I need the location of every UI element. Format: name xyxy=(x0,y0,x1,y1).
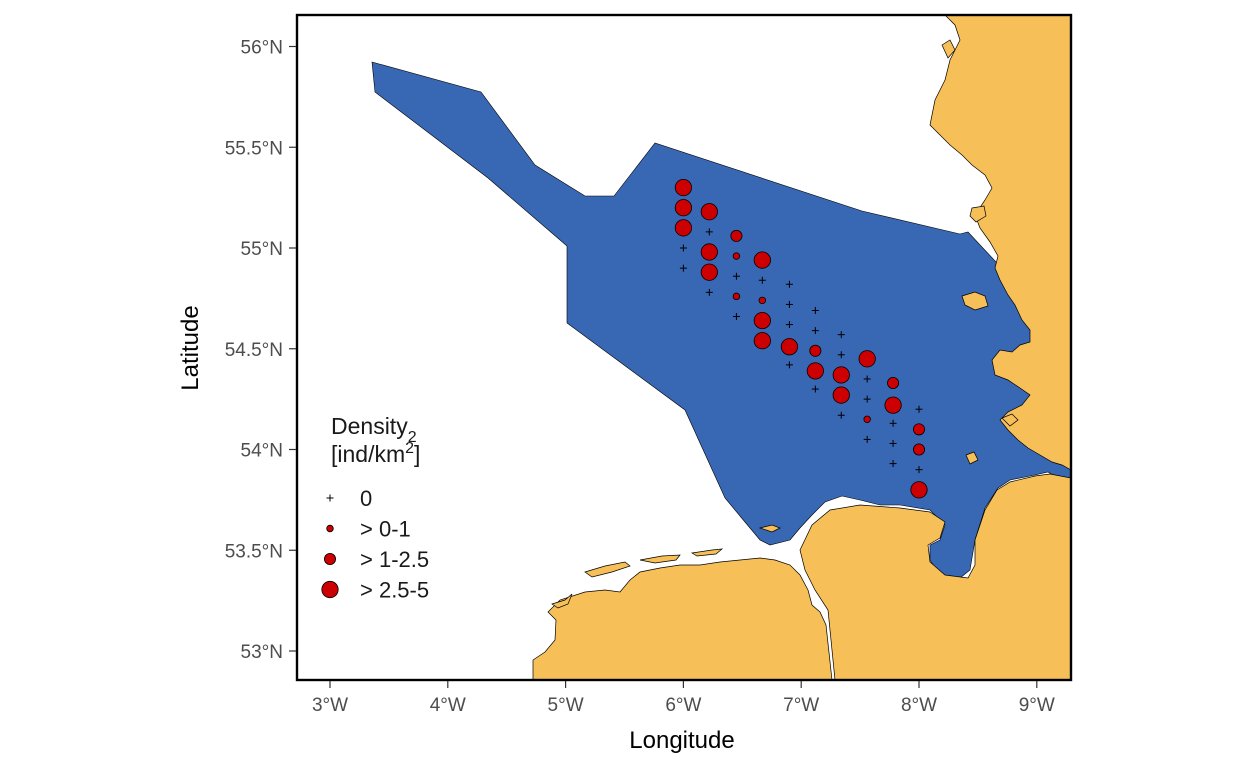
x-tick-label: 8°W xyxy=(901,695,937,716)
y-tick-label: 53°N xyxy=(241,642,283,663)
density-point-high xyxy=(780,338,799,356)
density-point-zero xyxy=(915,405,923,413)
island-10 xyxy=(965,451,979,465)
y-tick-label: 53.5°N xyxy=(225,541,283,562)
density-point-high xyxy=(832,366,850,384)
density-point-mid xyxy=(887,377,900,390)
density-point-low xyxy=(732,292,741,301)
density-point-zero xyxy=(679,264,687,272)
island-5 xyxy=(758,524,781,533)
island-1 xyxy=(584,561,631,578)
density-point-zero xyxy=(705,228,713,236)
y-tick-label: 54°N xyxy=(241,441,283,462)
density-point-zero xyxy=(889,439,897,447)
density-point-high xyxy=(858,350,876,368)
density-point-zero xyxy=(785,321,793,329)
island-6 xyxy=(969,205,987,223)
x-tick-label: 9°W xyxy=(1019,695,1055,716)
density-point-zero xyxy=(837,411,845,419)
map-panel xyxy=(297,15,1071,680)
density-point-zero xyxy=(889,419,897,427)
legend-label-high: > 2.5-5 xyxy=(360,578,429,603)
x-tick-label: 6°W xyxy=(665,695,701,716)
density-point-zero xyxy=(889,460,897,468)
density-point-high xyxy=(753,251,771,269)
density-point-high xyxy=(674,178,693,197)
density-point-high xyxy=(753,332,771,350)
density-point-zero xyxy=(837,331,845,339)
x-axis-title: Longitude xyxy=(629,727,734,754)
island-2 xyxy=(639,554,681,564)
y-tick-label: 55°N xyxy=(241,239,283,260)
y-tick-label: 56°N xyxy=(241,38,283,59)
legend-symbol-mid xyxy=(323,553,336,566)
density-point-mid xyxy=(913,423,926,436)
density-point-high xyxy=(910,481,928,499)
y-axis-title: Latitude xyxy=(177,305,204,390)
density-point-zero xyxy=(785,280,793,288)
density-point-high xyxy=(700,263,718,281)
density-point-high xyxy=(884,396,902,414)
density-point-zero xyxy=(837,351,845,359)
island-3 xyxy=(690,548,724,557)
y-tick-label: 54.5°N xyxy=(225,340,283,361)
density-point-low xyxy=(758,296,767,305)
density-point-mid xyxy=(730,229,743,242)
density-point-high xyxy=(700,203,718,221)
legend-title-line1: Density2 xyxy=(331,413,417,446)
y-axis: 53°N 53.5°N 54°N 54.5°N 55°N 55.5°N 56°N xyxy=(225,38,296,663)
land-west-mainland xyxy=(532,557,833,680)
density-point-low xyxy=(863,415,871,423)
x-tick-label: 4°W xyxy=(430,695,466,716)
density-point-zero xyxy=(863,395,871,403)
density-point-zero xyxy=(785,300,793,308)
land-east-mainland xyxy=(799,15,1071,680)
x-tick-label: 5°W xyxy=(548,695,584,716)
density-point-zero xyxy=(758,276,766,284)
density-point-high xyxy=(832,386,850,404)
legend-label-low: > 0-1 xyxy=(360,517,411,542)
island-9 xyxy=(941,39,956,59)
island-4 xyxy=(551,593,573,609)
density-point-zero xyxy=(679,244,687,252)
density-point-high xyxy=(674,219,693,237)
x-tick-label: 3°W xyxy=(312,695,348,716)
density-point-high xyxy=(674,199,693,217)
legend-symbol-zero xyxy=(326,494,334,502)
density-point-zero xyxy=(732,272,740,280)
x-axis: 3°W 4°W 5°W 6°W 7°W 8°W 9°W xyxy=(312,681,1055,716)
legend-items: 0 > 0-1 > 1-2.5 > 2.5-5 xyxy=(321,486,429,603)
density-point-zero xyxy=(785,361,793,369)
legend-title-line2: [ind/km2] xyxy=(331,440,420,467)
density-point-zero xyxy=(863,435,871,443)
density-point-zero xyxy=(915,466,923,474)
legend-symbol-low xyxy=(326,524,334,533)
legend-label-zero: 0 xyxy=(360,486,372,511)
density-point-zero xyxy=(811,385,819,393)
island-8 xyxy=(1001,413,1019,427)
density-point-zero xyxy=(811,327,819,335)
density-point-zero xyxy=(705,288,713,296)
density-point-zero xyxy=(863,375,871,383)
density-point-zero xyxy=(732,313,740,321)
density-point-high xyxy=(753,311,771,330)
island-7 xyxy=(961,291,989,311)
density-point-high xyxy=(806,362,824,380)
density-point-low xyxy=(732,252,741,260)
density-point-mid xyxy=(913,443,926,456)
legend-symbol-high xyxy=(321,580,339,599)
density-points xyxy=(674,178,928,499)
y-tick-label: 55.5°N xyxy=(225,138,283,159)
density-point-mid xyxy=(809,344,822,357)
density-point-zero xyxy=(811,306,819,314)
panel-frame xyxy=(295,13,1073,682)
x-tick-label: 7°W xyxy=(783,695,819,716)
density-point-high xyxy=(700,243,718,261)
legend: Density2 [ind/km2] 0 > 0-1 > 1-2.5 > 2.5-5 xyxy=(321,413,429,603)
legend-label-mid: > 1-2.5 xyxy=(360,547,429,572)
